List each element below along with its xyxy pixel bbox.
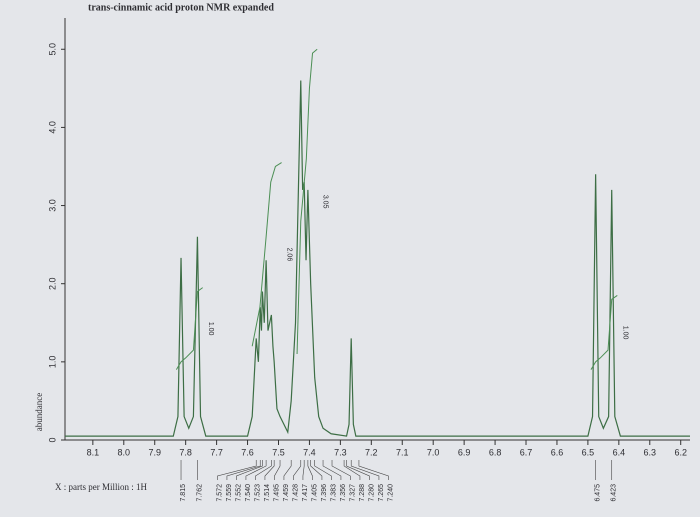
peak-leader <box>314 460 332 480</box>
chart-title: trans-cinnamic acid proton NMR expanded <box>88 2 274 13</box>
peak-leader <box>274 460 281 480</box>
peak-label: 7.327 <box>349 484 356 502</box>
peak-label: 7.495 <box>273 484 280 502</box>
x-tick-label: 8.1 <box>87 447 100 457</box>
peak-label: 7.552 <box>235 484 242 502</box>
peak-leader <box>226 460 261 480</box>
peak-label: 7.280 <box>368 484 375 502</box>
y-axis-label: abundance <box>34 393 44 431</box>
x-tick-label: 6.3 <box>644 447 657 457</box>
x-tick-label: 7.5 <box>272 447 285 457</box>
peak-leader <box>346 460 370 480</box>
peak-leader <box>217 460 257 480</box>
peak-leader <box>350 460 380 480</box>
peak-leader <box>245 460 267 480</box>
peak-label: 7.540 <box>245 484 252 502</box>
peak-label: 6.423 <box>611 484 618 502</box>
x-tick-label: 6.2 <box>674 447 687 457</box>
x-tick-label: 7.3 <box>334 447 347 457</box>
peak-label: 7.356 <box>340 484 347 502</box>
x-tick-label: 6.4 <box>613 447 626 457</box>
peak-label: 7.514 <box>264 484 271 502</box>
peak-leader <box>293 460 302 480</box>
integral-curve <box>251 162 282 347</box>
integral-label: 1.00 <box>207 322 214 336</box>
peak-leader <box>236 460 263 480</box>
integral-curve <box>296 48 318 355</box>
peak-label: 7.815 <box>180 484 187 502</box>
peak-label: 7.396 <box>321 484 328 502</box>
peak-leader <box>302 460 305 480</box>
integral-curve <box>590 295 618 370</box>
peak-label: 6.475 <box>594 484 601 502</box>
peak-leader <box>343 460 361 480</box>
peak-leader <box>331 460 351 480</box>
x-tick-label: 8.0 <box>118 447 131 457</box>
peak-label: 7.405 <box>311 484 318 502</box>
y-tick-label: 2.0 <box>47 277 57 290</box>
peak-label: 7.559 <box>226 484 233 502</box>
y-tick-label: 1.0 <box>47 356 57 369</box>
peak-label: 7.383 <box>330 484 337 502</box>
y-tick-label: 0 <box>47 437 57 442</box>
x-tick-label: 6.7 <box>520 447 533 457</box>
x-tick-label: 7.6 <box>241 447 254 457</box>
peak-label: 7.417 <box>302 484 309 502</box>
x-tick-label: 7.7 <box>210 447 223 457</box>
x-tick-label: 7.0 <box>427 447 440 457</box>
peak-label: 7.240 <box>387 484 394 502</box>
integral-label: 1.00 <box>621 326 628 340</box>
x-tick-label: 7.2 <box>365 447 378 457</box>
y-tick-label: 5.0 <box>47 43 57 56</box>
x-tick-label: 7.9 <box>148 447 161 457</box>
x-tick-label: 7.4 <box>303 447 316 457</box>
peak-leader <box>255 460 272 480</box>
peak-leader <box>310 460 323 480</box>
peak-leader <box>264 460 275 480</box>
peak-leader <box>322 460 342 480</box>
peak-label: 7.572 <box>216 484 223 502</box>
peak-label: 7.523 <box>254 484 261 502</box>
x-tick-label: 6.9 <box>458 447 471 457</box>
x-tick-label: 7.8 <box>179 447 192 457</box>
y-tick-label: 4.0 <box>47 121 57 134</box>
x-tick-label: 6.8 <box>489 447 502 457</box>
spectrum-line <box>65 80 690 437</box>
x-tick-label: 6.6 <box>551 447 564 457</box>
peak-label: 7.265 <box>378 484 385 502</box>
peak-label: 7.762 <box>196 484 203 502</box>
peak-label: 7.288 <box>359 484 366 502</box>
integral-label: 3.05 <box>321 195 328 209</box>
integral-label: 2.06 <box>286 248 293 262</box>
integral-curve <box>175 287 203 370</box>
peak-leader <box>307 460 313 480</box>
peak-leader <box>283 460 292 480</box>
x-axis-label: X : parts per Million : 1H <box>55 482 147 492</box>
y-tick-label: 3.0 <box>47 199 57 212</box>
peak-label: 7.428 <box>292 484 299 502</box>
peak-leader <box>358 460 389 480</box>
x-tick-label: 6.5 <box>582 447 595 457</box>
x-tick-label: 7.1 <box>396 447 409 457</box>
peak-label: 7.459 <box>283 484 290 502</box>
